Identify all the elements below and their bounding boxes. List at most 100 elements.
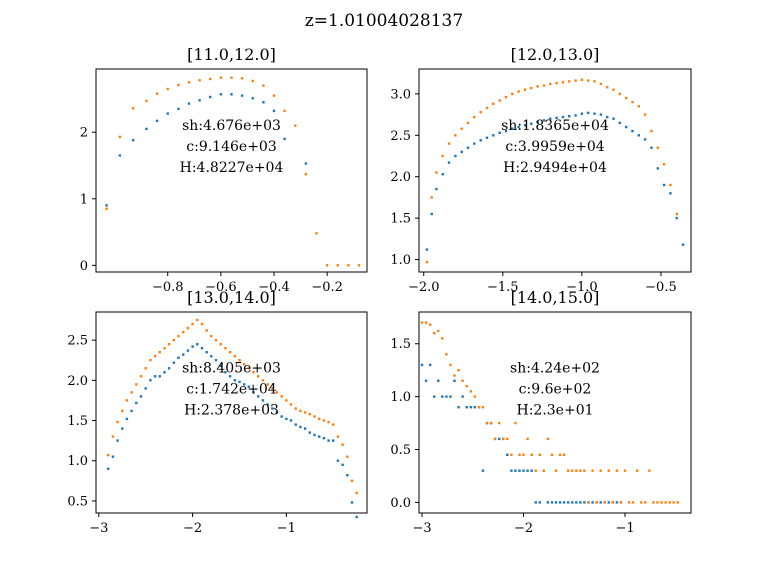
data-point — [224, 347, 227, 350]
data-point — [526, 469, 529, 472]
data-point — [111, 435, 115, 438]
data-point — [498, 437, 501, 441]
data-point — [558, 453, 562, 456]
data-point — [430, 212, 433, 216]
data-point — [139, 375, 143, 378]
data-point — [238, 359, 241, 362]
data-point — [200, 347, 204, 350]
data-point — [627, 501, 631, 504]
data-point — [322, 437, 326, 440]
y-tick-label: 1.5 — [390, 337, 411, 352]
data-point — [424, 379, 428, 382]
data-point — [230, 76, 233, 79]
data-point — [583, 501, 586, 504]
data-point — [299, 425, 302, 429]
data-point — [214, 359, 218, 362]
data-point — [447, 161, 451, 164]
y-tick-label: 2.5 — [67, 334, 88, 349]
data-point — [607, 469, 610, 472]
data-point — [219, 93, 223, 96]
data-point — [252, 391, 255, 394]
data-point — [205, 329, 208, 332]
annotation-line: sh:4.24e+02 — [510, 360, 600, 376]
data-point — [599, 469, 602, 472]
data-point — [460, 127, 463, 130]
data-point — [580, 78, 584, 81]
data-point — [619, 501, 623, 504]
data-point — [433, 332, 436, 335]
data-point — [477, 406, 481, 409]
data-point — [631, 129, 634, 133]
axes-frame — [418, 311, 692, 514]
data-point — [210, 334, 213, 338]
data-point — [599, 113, 603, 116]
y-tick-label: 0.5 — [67, 494, 88, 509]
data-point — [637, 105, 640, 108]
data-point — [606, 86, 609, 89]
subplot-3: −3 −2 −1 0.5 1.0 1.5 2.0 2.5 [13.0,14.0] sh:8.405… — [67, 288, 368, 536]
data-point — [454, 134, 457, 137]
data-point — [437, 329, 440, 333]
data-point — [313, 415, 316, 418]
data-point — [177, 356, 180, 359]
data-point — [209, 95, 212, 99]
data-point — [643, 138, 647, 141]
data-point — [139, 395, 143, 398]
data-point — [612, 117, 615, 120]
x-tick-label: −0.6 — [205, 280, 237, 295]
data-point — [355, 491, 358, 495]
data-point — [130, 409, 133, 413]
data-point — [583, 469, 586, 472]
y-tick-label: 0 — [80, 259, 88, 274]
data-point — [580, 112, 584, 115]
data-point — [303, 427, 307, 430]
data-point — [111, 455, 115, 458]
axes-frame — [95, 311, 368, 514]
data-point — [153, 375, 157, 378]
data-point — [322, 419, 326, 422]
data-point — [530, 453, 533, 456]
data-point — [579, 469, 582, 472]
data-point — [611, 501, 615, 504]
data-point — [429, 363, 432, 367]
data-point — [144, 387, 147, 390]
data-point — [441, 337, 444, 340]
data-point — [155, 92, 159, 95]
series-1 — [107, 343, 358, 519]
data-point — [555, 116, 558, 120]
data-point — [196, 318, 199, 322]
data-point — [420, 321, 424, 324]
data-point — [668, 501, 671, 504]
data-point — [445, 395, 448, 398]
data-point — [672, 501, 675, 504]
data-point — [228, 351, 232, 354]
data-point — [648, 469, 651, 472]
data-point — [437, 379, 440, 382]
data-point — [530, 122, 533, 125]
data-point — [449, 363, 452, 367]
data-point — [209, 77, 212, 81]
data-point — [615, 469, 619, 472]
data-point — [656, 146, 659, 149]
y-tick-label: 2.0 — [67, 374, 88, 389]
data-point — [315, 232, 318, 235]
data-point — [607, 501, 610, 504]
data-point — [224, 371, 227, 374]
data-point — [517, 90, 520, 93]
y-tick-label: 2.0 — [390, 170, 411, 185]
x-tick-label: −0.2 — [311, 280, 343, 295]
data-point — [675, 216, 678, 220]
data-point — [447, 142, 451, 145]
data-point — [506, 453, 509, 456]
data-point — [558, 501, 562, 504]
data-point — [198, 99, 201, 102]
data-point — [144, 367, 147, 370]
data-point — [445, 353, 448, 356]
data-point — [599, 82, 603, 86]
data-point — [542, 119, 546, 122]
data-point — [504, 96, 508, 99]
data-point — [498, 421, 501, 425]
data-point — [299, 409, 302, 413]
data-point — [618, 121, 621, 125]
data-point — [561, 115, 565, 119]
